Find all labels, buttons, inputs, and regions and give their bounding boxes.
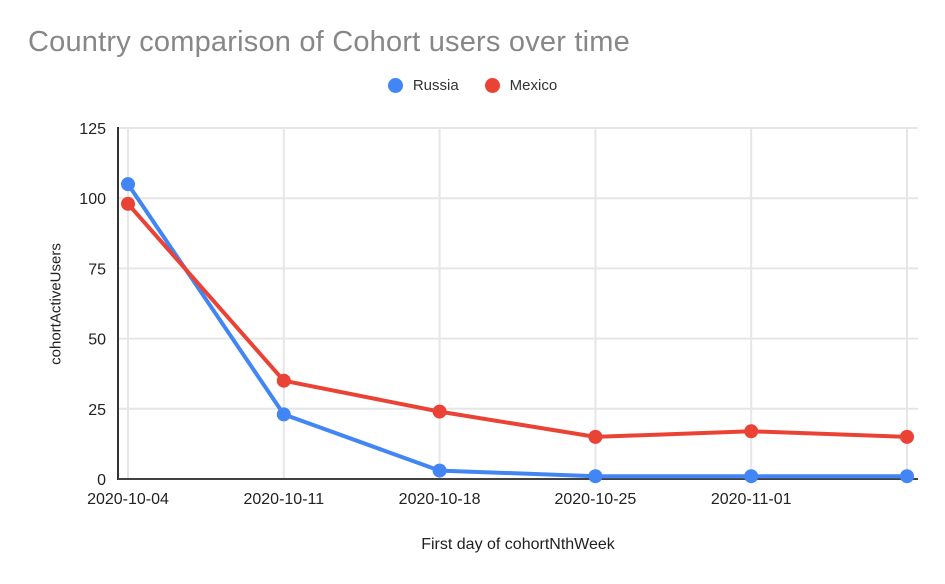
x-tick-label: 2020-11-01 [711,491,792,508]
data-point-mexico[interactable] [588,429,603,444]
series-line-russia [126,182,909,479]
y-tick-label: 25 [88,402,106,419]
x-tick-label: 2020-10-25 [554,491,636,508]
series-line-mexico [126,201,909,439]
legend: Russia Mexico [0,77,945,94]
data-point-russia[interactable] [432,463,447,478]
legend-dot-russia-icon [387,78,403,93]
y-tick-label: 50 [88,332,106,349]
data-point-mexico[interactable] [121,196,135,211]
legend-label-russia: Russia [412,77,459,94]
data-point-mexico[interactable] [744,424,759,439]
chart-title: Country comparison of Cohort users over … [28,26,630,58]
data-point-russia[interactable] [276,407,291,422]
data-point-russia[interactable] [588,469,603,484]
legend-item-mexico[interactable]: Mexico [484,77,558,94]
data-point-russia[interactable] [744,469,759,484]
data-point-russia[interactable] [121,177,135,192]
x-tick-label: 2020-10-11 [243,491,324,508]
legend-item-russia[interactable]: Russia [387,77,459,94]
data-point-mexico[interactable] [432,404,447,419]
data-point-mexico[interactable] [276,373,291,388]
y-axis-title: cohortActiveUsers [47,243,65,365]
data-point-mexico[interactable] [900,429,914,444]
x-tick-label: 2020-10-04 [87,491,169,508]
legend-label-mexico: Mexico [509,77,558,94]
legend-dot-mexico-icon [484,78,500,93]
y-tick-label: 100 [79,191,106,208]
y-tick-label: 75 [88,261,106,278]
x-tick-label: 2020-10-18 [399,491,481,508]
y-tick-label: 0 [97,472,106,489]
data-point-russia[interactable] [900,469,914,484]
x-axis-title: First day of cohortNthWeek [421,536,615,553]
y-tick-label: 125 [79,121,106,138]
